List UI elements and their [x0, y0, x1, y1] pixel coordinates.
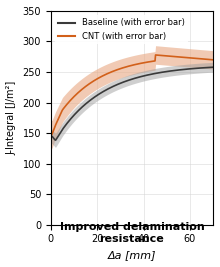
- Text: Improved delamination
resistance: Improved delamination resistance: [60, 222, 204, 244]
- X-axis label: Δa [mm]: Δa [mm]: [108, 250, 156, 260]
- Legend: Baseline (with error bar), CNT (with error bar): Baseline (with error bar), CNT (with err…: [55, 15, 188, 44]
- Y-axis label: J-Integral [J/m²]: J-Integral [J/m²]: [7, 81, 17, 155]
